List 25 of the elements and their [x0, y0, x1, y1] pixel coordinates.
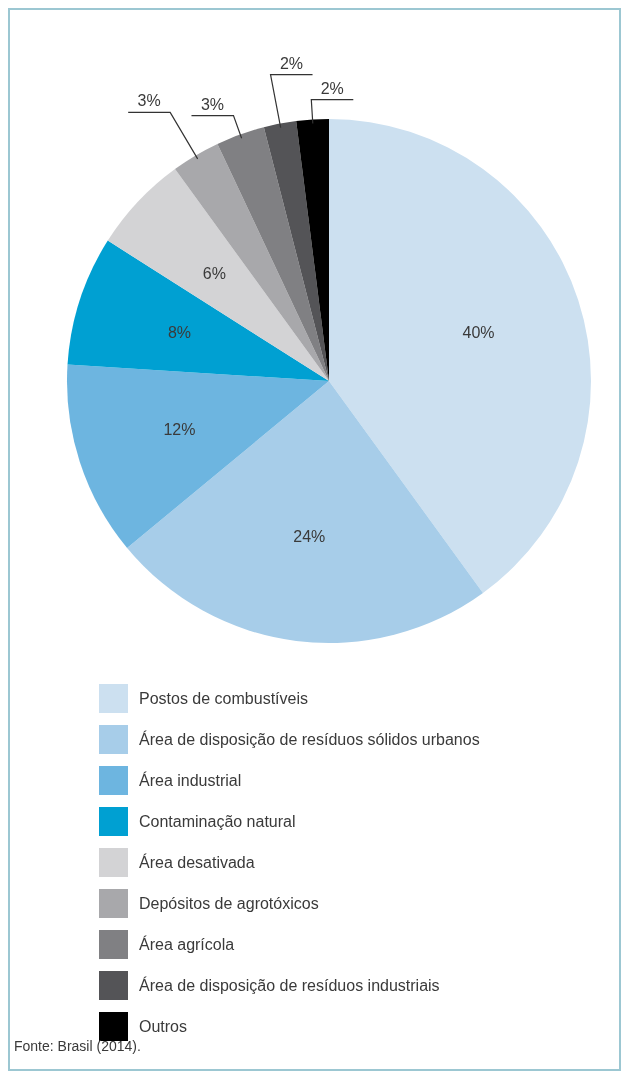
data-label: 2% — [320, 79, 344, 97]
source-note: Fonte: Brasil (2014). — [14, 1038, 141, 1054]
legend-label: Área de disposição de resíduos industriais — [139, 976, 440, 995]
pie-slice — [67, 364, 329, 549]
legend-label: Postos de combustíveis — [139, 689, 308, 708]
data-label: 24% — [293, 528, 326, 546]
pie-slice — [263, 121, 329, 381]
legend-label: Área agrícola — [139, 935, 235, 954]
pie-slice — [67, 240, 329, 381]
pie-slice — [329, 119, 591, 593]
data-label: 6% — [202, 264, 226, 282]
legend-label: Área industrial — [139, 771, 242, 790]
legend-label: Outros — [139, 1017, 188, 1036]
data-label: 12% — [163, 421, 196, 439]
data-label: 3% — [137, 92, 161, 110]
data-label: 3% — [200, 95, 225, 113]
data-label: 40% — [462, 323, 495, 341]
data-label: 2% — [279, 54, 304, 72]
legend-label: Área de disposição de resíduos sólidos urbanos — [139, 730, 480, 749]
pie-slice — [127, 381, 483, 643]
pie-slice — [107, 169, 329, 381]
legend-label: Depósitos de agrotóxicos — [139, 894, 319, 913]
legend-label: Área desativada — [139, 853, 255, 872]
data-label: 8% — [167, 323, 192, 341]
legend-label: Contaminação natural — [139, 812, 296, 831]
